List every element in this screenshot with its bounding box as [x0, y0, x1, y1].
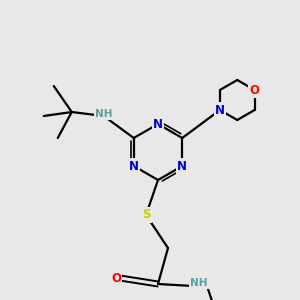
Text: N: N	[153, 118, 163, 130]
Text: O: O	[111, 272, 121, 284]
Text: N: N	[215, 103, 225, 116]
Text: NH: NH	[95, 109, 112, 119]
Text: N: N	[129, 160, 139, 172]
Text: S: S	[142, 208, 150, 221]
Text: NH: NH	[190, 278, 208, 288]
Text: N: N	[177, 160, 187, 172]
Text: O: O	[250, 83, 260, 97]
